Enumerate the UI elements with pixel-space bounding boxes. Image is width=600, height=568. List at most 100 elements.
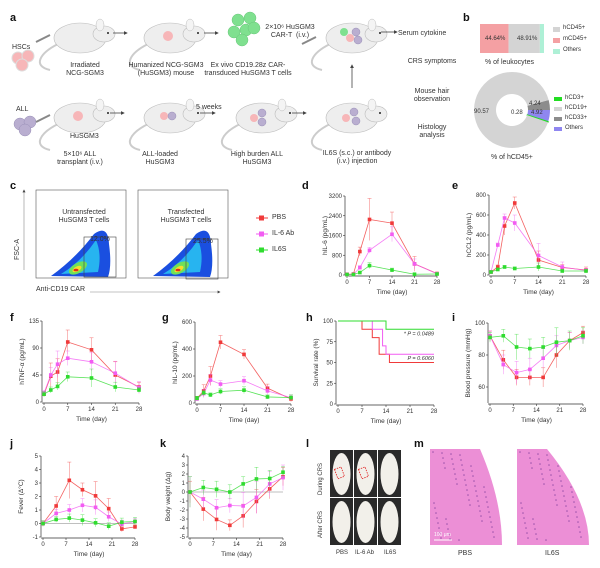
mouse-ear: [185, 18, 195, 32]
cell-nucleus: [541, 473, 543, 475]
bar-label-hcd45: 48.91%: [517, 36, 538, 42]
x-tick-label: 0: [489, 280, 493, 286]
cell-nucleus: [559, 475, 561, 477]
y-tick-label: 200: [182, 374, 193, 380]
hair-loss-marker: [333, 466, 345, 480]
chart-j: [39, 455, 137, 540]
y-tick-label: 3: [35, 481, 39, 487]
data-point: [48, 373, 53, 377]
cell-nucleus: [578, 526, 580, 528]
data-point: [528, 367, 532, 372]
data-point: [367, 248, 372, 253]
donut-segment: [527, 99, 550, 110]
panel-label-e: e: [452, 180, 459, 192]
x-axis-label: Time (day): [76, 416, 107, 423]
series-line-IL6S: [42, 517, 136, 527]
panel-label-j: j: [10, 438, 14, 450]
data-point: [93, 521, 98, 525]
cell-nucleus: [557, 465, 559, 467]
x-tick-label: 21: [556, 408, 563, 414]
y-tick-label: 75: [326, 340, 333, 346]
data-point: [541, 375, 545, 380]
cell-nucleus: [488, 511, 490, 513]
survival-curve-IL6S: [338, 320, 434, 330]
cell-nucleus: [523, 517, 525, 519]
x-tick-label: 28: [132, 542, 139, 548]
all-cell: [18, 123, 32, 137]
x-tick-label: 28: [136, 407, 143, 413]
cell-nucleus: [434, 507, 436, 509]
data-point: [137, 388, 141, 392]
donut-label-hcd19: 90.57: [474, 109, 490, 115]
data-point: [242, 388, 246, 392]
data-point: [254, 495, 259, 500]
all-loaded-label: ALL-loaded HuSGM3: [142, 151, 178, 166]
y-axis-label: hIL-10 (pg/mL): [172, 341, 179, 384]
cell-nucleus: [463, 474, 465, 476]
cell-spot: [349, 107, 359, 117]
donut-legend-swatch: [554, 107, 562, 111]
cell-nucleus: [483, 486, 485, 488]
mouse-eye: [379, 112, 381, 114]
cell-nucleus: [454, 473, 456, 475]
cell-nucleus: [484, 491, 486, 493]
series-line-IL-6 Ab: [189, 477, 284, 509]
mouse-head: [182, 25, 206, 43]
y-axis-label: hIL-6 (pg/mL): [322, 216, 329, 255]
cell-nucleus: [493, 536, 495, 538]
cell-nucleus: [539, 463, 541, 465]
x-axis-label: Time (day): [521, 417, 552, 424]
data-point: [41, 521, 45, 526]
cell-nucleus: [543, 483, 545, 485]
cell-nucleus: [580, 536, 582, 538]
data-point: [106, 524, 111, 528]
data-point: [241, 482, 245, 486]
donut-legend-3: Others: [565, 125, 584, 131]
bar-legend-swatch: [553, 38, 560, 43]
cell-nucleus: [524, 522, 526, 524]
data-point: [54, 504, 58, 508]
data-point: [495, 267, 500, 272]
cell-nucleus: [519, 451, 521, 453]
readout-histology: Histology analysis: [417, 124, 447, 139]
mouse-ear: [367, 18, 377, 32]
cell-nucleus: [525, 527, 527, 529]
y-tick-label: 600: [182, 320, 193, 326]
y-tick-label: 4: [35, 468, 39, 474]
data-point: [67, 508, 72, 512]
data-point: [80, 487, 85, 492]
mouse-photo-body: [380, 501, 399, 543]
histology-label-il6s: IL6S: [545, 550, 560, 557]
data-point: [89, 360, 94, 364]
data-point: [358, 270, 362, 275]
chart-g: [193, 321, 293, 406]
cell-nucleus: [529, 457, 531, 459]
data-point: [42, 392, 46, 396]
syringe-icon: [35, 34, 51, 43]
cell-nucleus: [561, 485, 563, 487]
donut-legend-swatch: [554, 97, 562, 101]
cell-nucleus: [577, 521, 579, 523]
cell-nucleus: [573, 501, 575, 503]
mouse-tail: [38, 43, 59, 71]
gate-box: [185, 238, 219, 280]
hair-loss-marker: [357, 466, 369, 480]
flow-density-red: [73, 268, 79, 272]
survival-curve-IL-6 Ab: [338, 320, 434, 355]
data-point: [281, 470, 285, 474]
data-point: [228, 490, 232, 494]
chart-h: [334, 320, 435, 407]
data-point: [201, 507, 206, 511]
cell-nucleus: [521, 507, 523, 509]
flow-density-mid: [163, 240, 202, 274]
bar-legend-0: hCD45+: [563, 25, 586, 31]
data-point: [214, 487, 219, 492]
panel-label-k: k: [160, 438, 167, 450]
cart-dose-label: 2×10⁶ HuSGM3 CAR-T (i.v.): [265, 24, 315, 39]
y-tick-label: 0: [182, 490, 186, 496]
mouse-tail: [128, 123, 149, 151]
cell-nucleus: [550, 474, 552, 476]
x-axis-label: Time (day): [221, 551, 252, 558]
data-point: [501, 334, 506, 338]
chart-k: [186, 455, 285, 540]
